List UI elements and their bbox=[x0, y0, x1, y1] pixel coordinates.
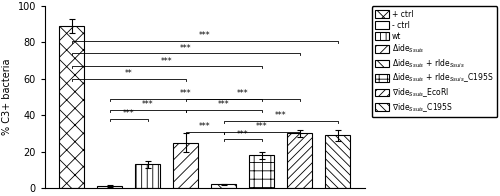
Text: ***: *** bbox=[199, 31, 210, 40]
Text: ***: *** bbox=[237, 89, 248, 98]
Y-axis label: % C3+ bacteria: % C3+ bacteria bbox=[2, 59, 12, 135]
Text: ***: *** bbox=[256, 122, 268, 131]
Bar bbox=[288, 133, 312, 188]
Bar bbox=[174, 142, 198, 188]
Bar bbox=[326, 135, 350, 188]
Text: ***: *** bbox=[161, 57, 172, 66]
Bar bbox=[136, 164, 160, 188]
Bar bbox=[212, 184, 236, 188]
Text: ***: *** bbox=[180, 44, 192, 53]
Text: ***: *** bbox=[142, 100, 154, 109]
Bar bbox=[250, 155, 274, 188]
Text: ***: *** bbox=[180, 89, 192, 98]
Text: ***: *** bbox=[275, 111, 286, 120]
Text: ***: *** bbox=[123, 110, 134, 119]
Bar bbox=[98, 186, 122, 188]
Text: **: ** bbox=[125, 69, 132, 78]
Legend: + ctrl, - ctrl, wt, $\Delta$ide$_{Ssuis}$, $\Delta$ide$_{Ssuis}$ + rIde$_{Ssuis}: + ctrl, - ctrl, wt, $\Delta$ide$_{Ssuis}… bbox=[372, 6, 498, 117]
Bar bbox=[60, 26, 84, 188]
Text: ***: *** bbox=[237, 130, 248, 139]
Text: ***: *** bbox=[218, 100, 230, 109]
Text: ***: *** bbox=[199, 122, 210, 131]
